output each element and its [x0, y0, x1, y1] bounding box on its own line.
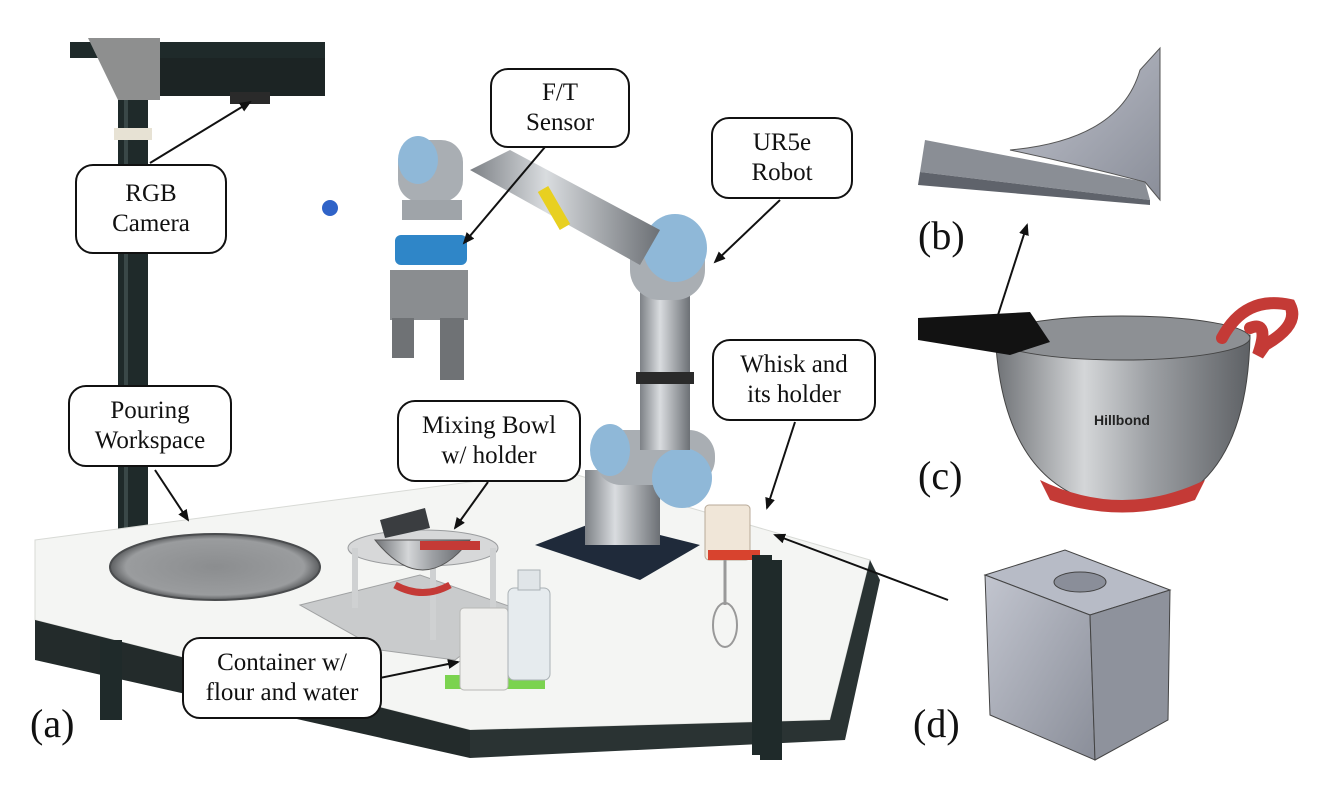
panel-label-a: (a) [30, 701, 75, 746]
ft-sensor-label: F/T Sensor [525, 79, 595, 136]
rgb-camera-callout: RGB Camera [75, 164, 227, 254]
arrow-camera [149, 100, 252, 164]
pouring-workspace-label: Pouring Workspace [94, 397, 206, 454]
callout-arrows [149, 100, 1029, 681]
cad-bowl-holder [918, 46, 1161, 205]
ft-sensor-ring [395, 235, 467, 265]
rgb-camera-label: RGB Camera [112, 180, 190, 237]
whisk-label: Whisk and its holder [740, 351, 848, 408]
containers [445, 569, 551, 691]
ft-sensor-callout: F/T Sensor [490, 68, 630, 148]
bowl-brand-text: Hillbond [1094, 412, 1150, 428]
whisk-callout: Whisk and its holder [712, 339, 876, 421]
camera-frame [70, 38, 325, 530]
container-label: Container w/ flour and water [205, 649, 359, 706]
product-bowl: Hillbond [918, 297, 1299, 513]
arrow-robot [713, 199, 781, 264]
arrow-bowl-holder [997, 223, 1029, 316]
pouring-tray [109, 533, 321, 601]
arrow-bowl [453, 481, 489, 530]
panel-label-c: (c) [918, 453, 963, 498]
mixing-bowl-callout: Mixing Bowl w/ holder [397, 400, 581, 482]
panel-label-d: (d) [913, 701, 960, 746]
arrow-workspace [154, 469, 190, 522]
ur5e-robot-label: UR5e Robot [751, 129, 813, 186]
arrow-ft-sensor [462, 146, 546, 245]
arrow-container [369, 659, 460, 681]
mixing-bowl-label: Mixing Bowl w/ holder [421, 412, 557, 469]
arrow-whisk [765, 421, 796, 510]
arrow-whisk-holder [773, 533, 949, 601]
ur5e-robot-callout: UR5e Robot [711, 117, 853, 199]
whisk-holder [704, 504, 772, 755]
pouring-workspace-callout: Pouring Workspace [68, 385, 232, 467]
panel-label-b: (b) [918, 213, 965, 258]
container-callout: Container w/ flour and water [182, 637, 382, 719]
cad-whisk-holder [983, 549, 1172, 761]
